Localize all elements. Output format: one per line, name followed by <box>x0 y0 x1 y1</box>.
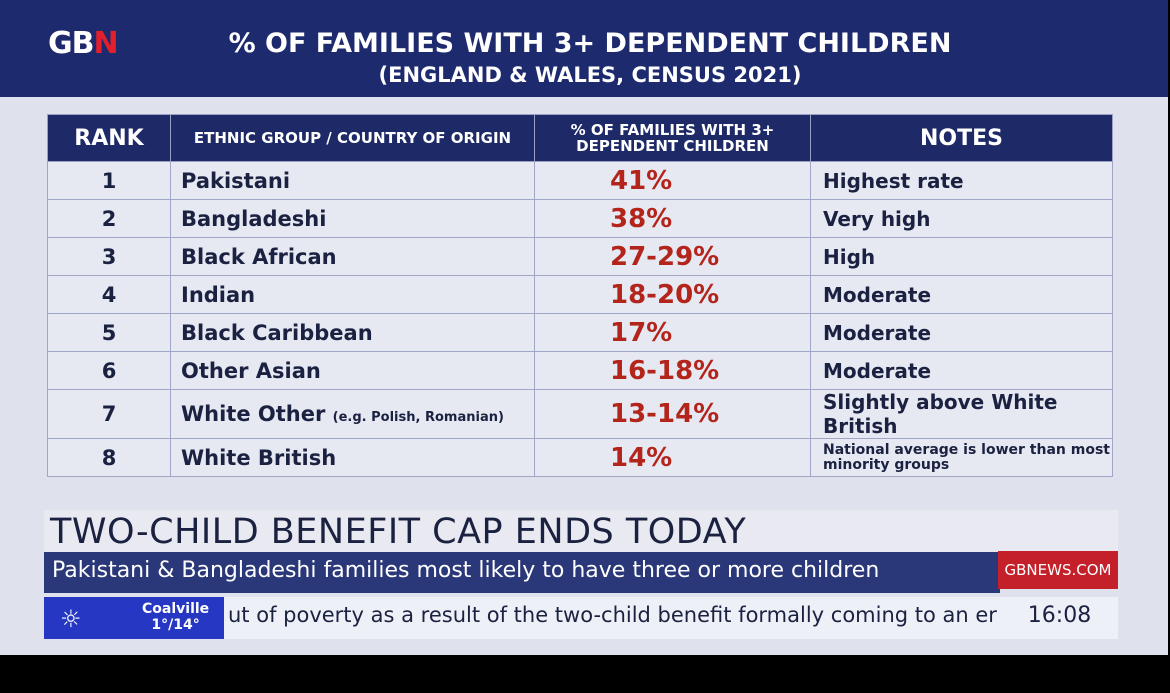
weather-temps: 1°/14° <box>151 617 200 633</box>
percent-cell: 17% <box>534 313 811 352</box>
group-cell: Bangladeshi <box>170 199 535 238</box>
table-header-row: RANK ETHNIC GROUP / COUNTRY OF ORIGIN % … <box>47 114 1113 162</box>
group-cell: Black African <box>170 237 535 276</box>
news-ticker: ut of poverty as a result of the two-chi… <box>224 597 1001 639</box>
col-percent: % OF FAMILIES WITH 3+ DEPENDENT CHILDREN <box>534 114 811 162</box>
table-row: 2 Bangladeshi 38% Very high <box>47 199 1113 238</box>
tv-screen: GBN % OF FAMILIES WITH 3+ DEPENDENT CHIL… <box>0 0 1168 655</box>
rank-cell: 3 <box>47 237 171 276</box>
notes-cell: National average is lower than most mino… <box>810 438 1113 477</box>
rank-cell: 7 <box>47 389 171 439</box>
group-name: White Other <box>181 402 326 426</box>
rank-cell: 8 <box>47 438 171 477</box>
rank-cell: 1 <box>47 161 171 200</box>
rank-cell: 4 <box>47 275 171 314</box>
graphic-subtitle: (ENGLAND & WALES, CENSUS 2021) <box>378 63 802 87</box>
clock: 16:08 <box>1001 597 1118 639</box>
group-cell: Pakistani <box>170 161 535 200</box>
table-row: 7 White Other (e.g. Polish, Romanian) 13… <box>47 389 1113 439</box>
notes-cell: Slightly above White British <box>810 389 1113 439</box>
rank-cell: 6 <box>47 351 171 390</box>
percent-cell: 13-14% <box>534 389 811 439</box>
website-badge: GBNEWS.COM <box>998 551 1118 589</box>
sun-icon: ☼ <box>60 605 82 633</box>
graphic-title: % OF FAMILIES WITH 3+ DEPENDENT CHILDREN <box>228 28 952 59</box>
col-ethnic-group: ETHNIC GROUP / COUNTRY OF ORIGIN <box>170 114 535 162</box>
notes-cell: High <box>810 237 1113 276</box>
percent-cell: 38% <box>534 199 811 238</box>
weather-location: Coalville <box>142 601 210 617</box>
headline-bar: TWO-CHILD BENEFIT CAP ENDS TODAY <box>44 510 1118 558</box>
percent-cell: 27-29% <box>534 237 811 276</box>
table-row: 8 White British 14% National average is … <box>47 438 1113 477</box>
notes-cell: Very high <box>810 199 1113 238</box>
col-rank: RANK <box>47 114 171 162</box>
group-cell: Other Asian <box>170 351 535 390</box>
col-notes: NOTES <box>810 114 1113 162</box>
group-cell: Black Caribbean <box>170 313 535 352</box>
headline-text: TWO-CHILD BENEFIT CAP ENDS TODAY <box>50 512 747 552</box>
group-cell: White Other (e.g. Polish, Romanian) <box>170 389 535 439</box>
notes-cell: Moderate <box>810 313 1113 352</box>
group-cell: Indian <box>170 275 535 314</box>
census-table: RANK ETHNIC GROUP / COUNTRY OF ORIGIN % … <box>47 114 1113 477</box>
percent-cell: 18-20% <box>534 275 811 314</box>
table-row: 4 Indian 18-20% Moderate <box>47 275 1113 314</box>
notes-cell: Moderate <box>810 351 1113 390</box>
ticker-text: ut of poverty as a result of the two-chi… <box>228 603 997 627</box>
table-row: 3 Black African 27-29% High <box>47 237 1113 276</box>
strapline-bar: Pakistani & Bangladeshi families most li… <box>44 552 1000 593</box>
weather-widget: ☼ Coalville 1°/14° <box>44 597 224 639</box>
percent-cell: 41% <box>534 161 811 200</box>
strapline-text: Pakistani & Bangladeshi families most li… <box>52 558 880 583</box>
table-row: 6 Other Asian 16-18% Moderate <box>47 351 1113 390</box>
percent-cell: 16-18% <box>534 351 811 390</box>
gbn-logo: GBN <box>48 26 119 61</box>
percent-cell: 14% <box>534 438 811 477</box>
rank-cell: 2 <box>47 199 171 238</box>
rank-cell: 5 <box>47 313 171 352</box>
table-row: 1 Pakistani 41% Highest rate <box>47 161 1113 200</box>
notes-cell: Highest rate <box>810 161 1113 200</box>
group-example: (e.g. Polish, Romanian) <box>332 410 504 425</box>
notes-cell: Moderate <box>810 275 1113 314</box>
group-cell: White British <box>170 438 535 477</box>
table-row: 5 Black Caribbean 17% Moderate <box>47 313 1113 352</box>
title-bar: GBN % OF FAMILIES WITH 3+ DEPENDENT CHIL… <box>0 0 1168 97</box>
